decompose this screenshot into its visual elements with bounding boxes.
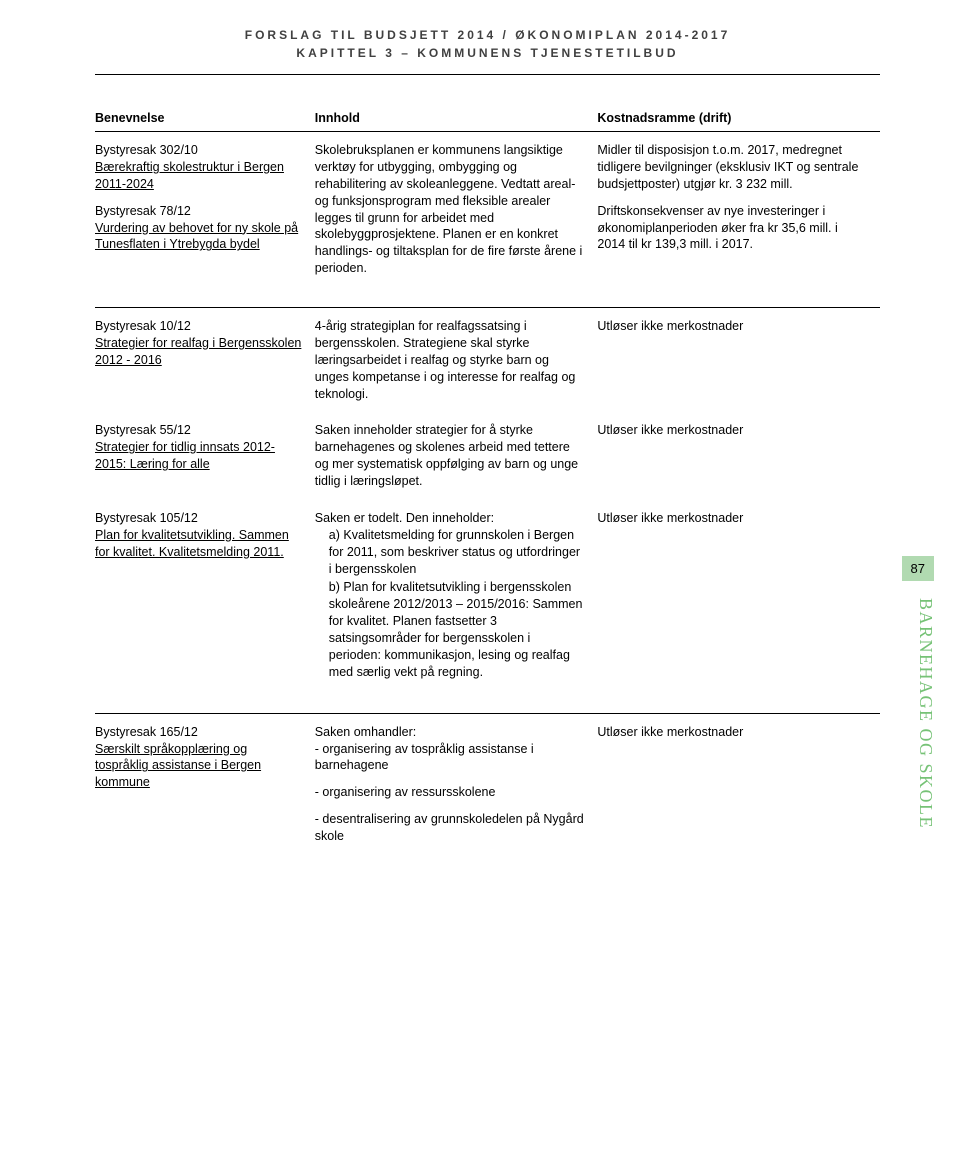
innhold-intro: Saken er todelt. Den inneholder:	[315, 510, 586, 527]
case-number: Bystyresak 105/12	[95, 511, 198, 525]
case-title: Vurdering av behovet for ny skole på Tun…	[95, 221, 298, 252]
table-row: Bystyresak 302/10 Bærekraftig skolestruk…	[95, 132, 880, 288]
header-divider	[95, 74, 880, 75]
table-row: Bystyresak 55/12 Strategier for tidlig i…	[95, 412, 880, 500]
innhold-item: - organisering av ressursskolene	[315, 784, 586, 801]
table-row: Bystyresak 105/12 Plan for kvalitetsutvi…	[95, 500, 880, 693]
doc-header-line1: FORSLAG TIL BUDSJETT 2014 / ØKONOMIPLAN …	[95, 28, 880, 42]
kostnad-cell: Utløser ikke merkostnader	[597, 412, 880, 500]
innhold-cell: Saken inneholder strategier for å styrke…	[315, 412, 598, 500]
table-header-row: Benevnelse Innhold Kostnadsramme (drift)	[95, 105, 880, 132]
case-number: Bystyresak 10/12	[95, 319, 191, 333]
case-title: Bærekraftig skolestruktur i Bergen 2011-…	[95, 160, 284, 191]
innhold-intro: Saken omhandler:	[315, 724, 586, 741]
table-row: Bystyresak 165/12 Særskilt språkopplærin…	[95, 713, 880, 855]
innhold-cell: Skolebruksplanen er kommunens langsiktig…	[315, 132, 598, 288]
kostnad-para: Midler til disposisjon t.o.m. 2017, medr…	[597, 142, 868, 193]
case-title: Særskilt språkopplæring og tospråklig as…	[95, 742, 261, 790]
kostnad-para: Driftskonsekvenser av nye investeringer …	[597, 203, 868, 254]
page-number-badge: 87	[902, 556, 934, 581]
case-number: Bystyresak 55/12	[95, 423, 191, 437]
table-row: Bystyresak 10/12 Strategier for realfag …	[95, 308, 880, 413]
section-divider	[95, 693, 880, 714]
kostnad-cell: Utløser ikke merkostnader	[597, 308, 880, 413]
case-title: Strategier for tidlig innsats 2012-2015:…	[95, 440, 275, 471]
doc-header-line2: KAPITTEL 3 – KOMMUNENS TJENESTETILBUD	[95, 46, 880, 60]
innhold-item-a: a) Kvalitetsmelding for grunnskolen i Be…	[329, 527, 586, 578]
innhold-item: - organisering av tospråklig assistanse …	[315, 741, 586, 775]
section-divider	[95, 287, 880, 308]
innhold-cell: 4-årig strategiplan for realfagssatsing …	[315, 308, 598, 413]
kostnad-cell: Utløser ikke merkostnader	[597, 713, 880, 855]
case-title: Strategier for realfag i Bergensskolen 2…	[95, 336, 301, 367]
col-innhold: Innhold	[315, 105, 598, 132]
col-benevnelse: Benevnelse	[95, 105, 315, 132]
col-kostnadsramme: Kostnadsramme (drift)	[597, 105, 880, 132]
case-number: Bystyresak 302/10	[95, 143, 198, 157]
kostnad-cell: Utløser ikke merkostnader	[597, 500, 880, 693]
innhold-item-b: b) Plan for kvalitetsutvikling i bergens…	[329, 579, 586, 680]
budget-table: Benevnelse Innhold Kostnadsramme (drift)…	[95, 105, 880, 855]
innhold-item: - desentralisering av grunnskoledelen på…	[315, 811, 586, 845]
case-title: Plan for kvalitetsutvikling. Sammen for …	[95, 528, 289, 559]
case-number: Bystyresak 165/12	[95, 725, 198, 739]
case-number: Bystyresak 78/12	[95, 204, 191, 218]
section-side-label: BARNEHAGE OG SKOLE	[915, 598, 936, 829]
